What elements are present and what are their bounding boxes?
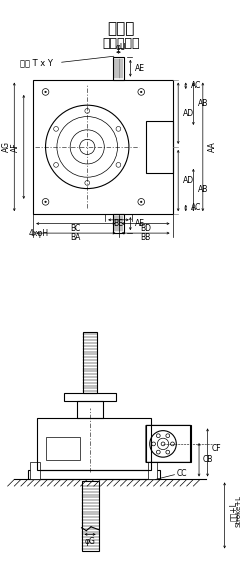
Text: AB: AB (198, 99, 208, 108)
Bar (30, 462, 40, 479)
Text: CB: CB (203, 455, 213, 464)
Text: AE: AE (135, 64, 145, 73)
Circle shape (45, 91, 46, 92)
Text: Stroke+L: Stroke+L (235, 495, 241, 527)
Text: AD: AD (183, 109, 194, 118)
Circle shape (141, 91, 142, 92)
Text: 4xφH: 4xφH (29, 229, 49, 238)
Text: φU: φU (115, 43, 126, 52)
Text: （标准型）: （标准型） (103, 37, 140, 50)
Bar (77, 401, 103, 418)
Bar (146, 425, 190, 462)
Text: AE: AE (135, 219, 145, 228)
Text: AC: AC (190, 81, 201, 90)
Text: AF: AF (11, 142, 20, 151)
Text: CC: CC (176, 469, 187, 478)
Bar (28, 470, 160, 479)
Text: AG: AG (1, 142, 10, 153)
Text: φG: φG (85, 538, 96, 546)
Text: AD: AD (183, 176, 194, 185)
Text: BB: BB (140, 234, 151, 242)
Circle shape (45, 201, 46, 203)
Bar (83, 332, 97, 393)
Text: AB: AB (198, 186, 208, 194)
Bar (82, 481, 98, 551)
Bar (46, 437, 80, 461)
Text: BA: BA (71, 234, 81, 242)
Text: AA: AA (208, 142, 217, 152)
Text: 双入力: 双入力 (108, 21, 135, 36)
Text: AC: AC (190, 203, 201, 213)
Bar (33, 80, 173, 214)
Bar (146, 121, 173, 173)
Text: 行程+L: 行程+L (229, 501, 238, 521)
Text: BE: BE (113, 219, 123, 228)
Bar (113, 214, 124, 233)
Bar (37, 418, 151, 470)
Text: BD: BD (140, 224, 151, 233)
Circle shape (141, 201, 142, 203)
Circle shape (161, 442, 165, 446)
Text: BC: BC (71, 224, 81, 233)
Bar (148, 462, 157, 479)
Bar (113, 57, 124, 80)
Text: CF: CF (211, 444, 221, 453)
Text: 键槽 T x Y: 键槽 T x Y (20, 58, 53, 67)
Bar (64, 393, 116, 401)
